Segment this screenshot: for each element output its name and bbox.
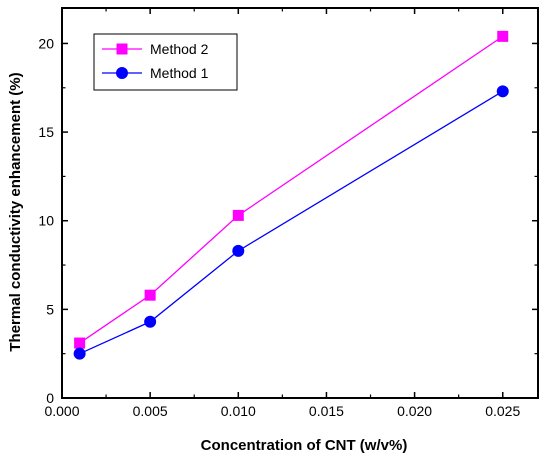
x-tick-label: 0.005 bbox=[133, 403, 168, 419]
legend-item-method-1: Method 1 bbox=[102, 65, 209, 81]
axis-tick-labels: 0.000 0.005 0.010 0.015 0.020 0.025 0 5 10 15 20 bbox=[38, 35, 520, 419]
x-tick-label: 0.020 bbox=[397, 403, 432, 419]
data-point-method-1 bbox=[232, 244, 245, 257]
x-axis-title: Concentration of CNT (w/v%) bbox=[201, 437, 408, 454]
y-tick-label: 0 bbox=[46, 390, 54, 406]
legend-label: Method 1 bbox=[150, 65, 209, 81]
y-tick-label: 20 bbox=[38, 35, 54, 51]
series-line-method-2 bbox=[79, 35, 504, 344]
legend-marker bbox=[116, 43, 128, 55]
x-tick-label: 0.015 bbox=[309, 403, 344, 419]
data-point-method-1 bbox=[144, 315, 157, 328]
legend: Method 2 Method 1 bbox=[93, 33, 238, 91]
legend-item-method-2: Method 2 bbox=[102, 41, 209, 57]
series-method-1 bbox=[73, 85, 509, 360]
y-tick-label: 10 bbox=[38, 213, 54, 229]
legend-box bbox=[93, 33, 238, 91]
axis-ticks bbox=[61, 8, 538, 399]
legend-marker bbox=[116, 67, 128, 79]
y-tick-label: 15 bbox=[38, 124, 54, 140]
x-tick-label: 0.000 bbox=[44, 403, 79, 419]
series-line-method-1 bbox=[79, 90, 504, 355]
x-tick-label: 0.025 bbox=[485, 403, 520, 419]
data-point-method-2 bbox=[74, 337, 86, 349]
y-tick-label: 5 bbox=[46, 301, 54, 317]
data-point-method-2 bbox=[497, 30, 509, 42]
y-axis-title: Thermal conductivity enhancement (%) bbox=[7, 72, 24, 351]
data-point-method-1 bbox=[496, 85, 509, 98]
legend-label: Method 2 bbox=[150, 41, 209, 57]
series-method-2 bbox=[74, 30, 509, 349]
data-point-method-2 bbox=[144, 289, 156, 301]
x-tick-label: 0.010 bbox=[221, 403, 256, 419]
data-point-method-2 bbox=[232, 209, 244, 221]
data-point-method-1 bbox=[73, 347, 86, 360]
series-layer bbox=[73, 30, 509, 360]
plot-frame bbox=[61, 7, 539, 399]
